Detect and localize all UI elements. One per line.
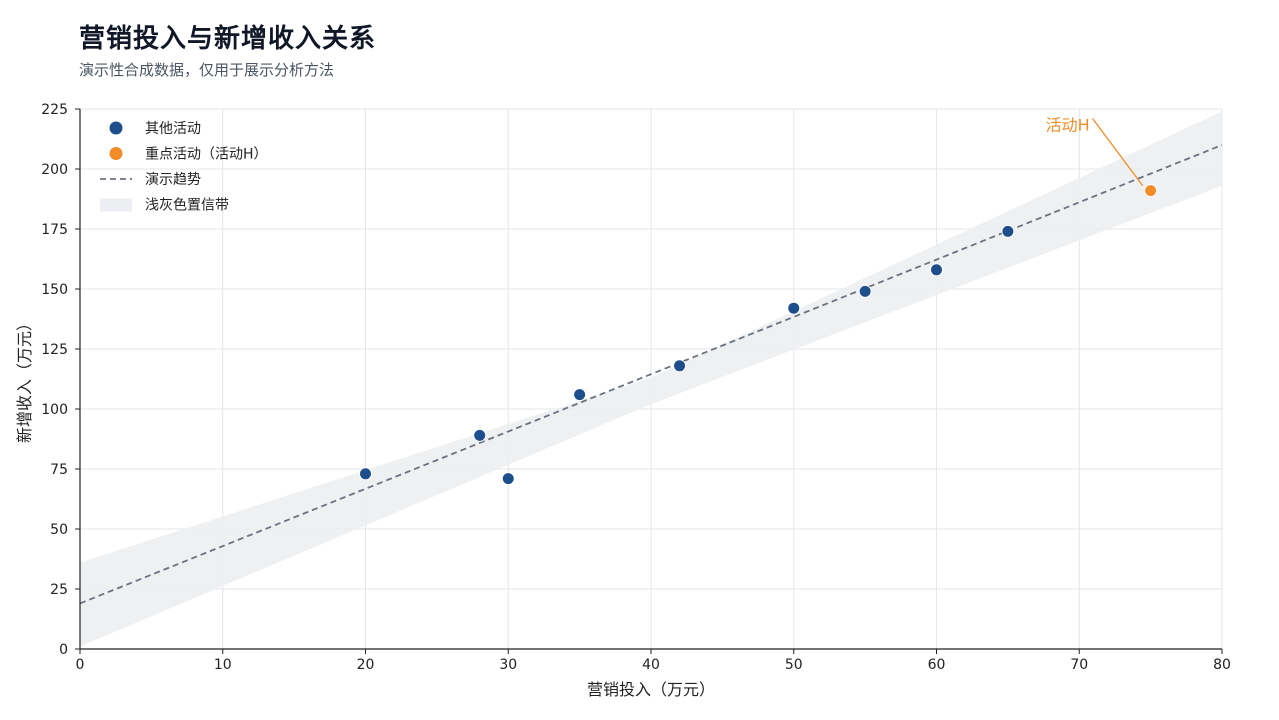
y-tick-label: 125 <box>41 342 68 358</box>
series-key-activity <box>1144 184 1158 198</box>
data-point <box>473 428 487 442</box>
data-point <box>573 388 587 402</box>
y-tick-label: 75 <box>50 462 68 478</box>
x-tick-label: 70 <box>1070 657 1088 673</box>
y-tick-label: 25 <box>50 582 68 598</box>
data-point <box>501 472 515 486</box>
trend-line <box>79 144 1223 605</box>
y-tick-label: 200 <box>41 162 68 178</box>
data-point <box>787 301 801 315</box>
x-tick-label: 60 <box>928 657 946 673</box>
x-tick-label: 50 <box>785 657 803 673</box>
y-tick-label: 175 <box>41 222 68 238</box>
y-tick-label: 150 <box>41 282 68 298</box>
data-point <box>1001 224 1015 238</box>
legend-marker <box>109 121 123 135</box>
data-point <box>359 467 372 481</box>
data-point <box>673 359 687 373</box>
x-tick-label: 40 <box>642 657 660 673</box>
x-tick-label: 10 <box>214 657 232 673</box>
legend-marker <box>109 147 123 160</box>
series-other-activities <box>359 224 1015 486</box>
x-tick-label: 20 <box>357 657 375 673</box>
data-point <box>930 263 943 277</box>
x-axis-label: 营销投入（万元） <box>587 680 715 699</box>
y-tick-label: 0 <box>59 642 68 658</box>
y-axis-label: 新增收入（万元） <box>15 315 34 443</box>
legend-label: 演示趋势 <box>145 172 201 188</box>
annotation-leader-line <box>1092 118 1144 186</box>
legend-label: 其他活动 <box>145 121 201 137</box>
y-tick-label: 100 <box>41 402 68 418</box>
legend-swatch <box>100 198 132 212</box>
annotation-label: 活动H <box>1046 116 1090 135</box>
x-tick-label: 80 <box>1213 657 1231 673</box>
x-tick-label: 0 <box>76 657 85 673</box>
x-tick-label: 30 <box>499 657 517 673</box>
page-subtitle: 演示性合成数据，仅用于展示分析方法 <box>79 61 335 79</box>
y-tick-labels: 0 25 50 75 100 125 150 175 200 225 <box>41 102 80 658</box>
confidence-band <box>80 111 1222 647</box>
page-title: 营销投入与新增收入关系 <box>79 24 377 54</box>
data-point <box>858 284 872 298</box>
legend-label: 浅灰色置信带 <box>145 197 229 214</box>
y-tick-label: 50 <box>50 522 68 538</box>
y-tick-label: 225 <box>41 102 68 118</box>
x-tick-labels: 0 10 20 30 40 50 60 70 80 <box>76 649 1231 673</box>
legend-label: 重点活动（活动H） <box>145 147 268 163</box>
data-point <box>1144 184 1158 198</box>
